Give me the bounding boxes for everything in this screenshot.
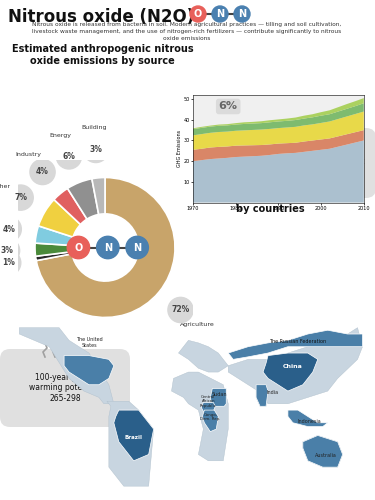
Text: 4%: 4%	[36, 168, 49, 176]
Wedge shape	[54, 188, 87, 224]
Text: Nitrous oxide emissions
by countries: Nitrous oxide emissions by countries	[204, 192, 336, 214]
Circle shape	[234, 6, 250, 22]
Text: Indonesia: Indonesia	[298, 419, 322, 424]
Text: N: N	[104, 242, 112, 252]
Polygon shape	[178, 340, 228, 372]
Text: 72%: 72%	[215, 142, 252, 157]
Text: China: China	[283, 364, 303, 369]
Circle shape	[97, 236, 119, 258]
Text: Australia: Australia	[315, 453, 337, 458]
Polygon shape	[263, 353, 318, 391]
Text: N: N	[216, 9, 224, 19]
Text: 100-year global
warming potential:
265-298: 100-year global warming potential: 265-2…	[28, 373, 101, 403]
Wedge shape	[36, 252, 72, 260]
Text: Building: Building	[81, 125, 106, 130]
Polygon shape	[64, 356, 114, 384]
Polygon shape	[201, 402, 215, 411]
FancyBboxPatch shape	[260, 128, 375, 198]
Polygon shape	[288, 410, 328, 426]
Polygon shape	[114, 410, 154, 461]
Circle shape	[190, 6, 206, 22]
Circle shape	[212, 6, 228, 22]
Circle shape	[126, 236, 148, 258]
Polygon shape	[256, 384, 268, 406]
Text: Agriculture: Agriculture	[180, 322, 215, 326]
Wedge shape	[68, 178, 99, 219]
Text: India: India	[267, 390, 279, 394]
Circle shape	[30, 160, 55, 184]
Text: 3%: 3%	[1, 246, 13, 255]
Polygon shape	[228, 328, 363, 404]
Text: N: N	[133, 242, 141, 252]
Circle shape	[67, 236, 90, 258]
Text: Estimated anthropogenic nitrous
oxide emissions by source: Estimated anthropogenic nitrous oxide em…	[12, 44, 194, 66]
Polygon shape	[20, 328, 114, 404]
Polygon shape	[107, 401, 154, 486]
Circle shape	[8, 185, 33, 210]
Circle shape	[83, 138, 108, 162]
Circle shape	[0, 250, 21, 276]
Text: 6%: 6%	[63, 152, 75, 161]
Text: Nitrous oxide (N2O): Nitrous oxide (N2O)	[8, 8, 194, 26]
Wedge shape	[92, 178, 105, 214]
Text: 7%: 7%	[14, 193, 27, 202]
Text: O: O	[74, 242, 82, 252]
Text: Other: Other	[0, 184, 10, 188]
Circle shape	[0, 216, 21, 242]
Text: Sudan: Sudan	[211, 392, 227, 397]
Polygon shape	[303, 436, 343, 467]
Text: oxide emissions: oxide emissions	[164, 36, 211, 41]
Text: O: O	[194, 9, 202, 19]
Text: Energy: Energy	[50, 133, 72, 138]
Polygon shape	[202, 410, 218, 432]
Circle shape	[168, 298, 193, 322]
Text: 4%: 4%	[2, 224, 15, 234]
Wedge shape	[35, 226, 73, 246]
Circle shape	[0, 238, 20, 263]
Text: Congo,
Dem. Rep.: Congo, Dem. Rep.	[200, 412, 220, 421]
Text: 6%: 6%	[219, 102, 238, 112]
Text: Nitrous oxide is released from bacteria in soil. Modern agricultural practices —: Nitrous oxide is released from bacteria …	[32, 22, 342, 27]
Text: 3%: 3%	[89, 146, 102, 154]
Text: Transport: Transport	[0, 264, 1, 269]
Text: Agriculture: Agriculture	[217, 162, 264, 171]
Wedge shape	[35, 243, 72, 256]
Ellipse shape	[231, 173, 259, 187]
Y-axis label: GHG Emissions: GHG Emissions	[177, 130, 182, 168]
Circle shape	[275, 145, 301, 171]
Circle shape	[56, 144, 81, 169]
Text: Brazil: Brazil	[125, 435, 143, 440]
Text: N: N	[238, 9, 246, 19]
Text: 1%: 1%	[2, 258, 15, 268]
Polygon shape	[256, 384, 268, 406]
Polygon shape	[210, 388, 226, 406]
Bar	[284, 168, 292, 173]
Polygon shape	[171, 372, 228, 461]
Polygon shape	[228, 330, 363, 360]
Text: The Russian Federation: The Russian Federation	[269, 339, 326, 344]
Wedge shape	[38, 200, 81, 237]
Text: Central
African
Republic: Central African Republic	[200, 394, 217, 408]
FancyBboxPatch shape	[0, 349, 130, 427]
Polygon shape	[303, 436, 343, 467]
Text: 72%: 72%	[171, 306, 190, 314]
Text: Average lifetime
in the atmosphere:
114 years: Average lifetime in the atmosphere: 114 …	[291, 147, 364, 177]
Wedge shape	[36, 178, 175, 318]
Text: The United
States: The United States	[76, 337, 102, 347]
Text: Industry: Industry	[15, 152, 41, 157]
Text: livestock waste management, and the use of nitrogen-rich fertilizers — contribut: livestock waste management, and the use …	[32, 29, 342, 34]
